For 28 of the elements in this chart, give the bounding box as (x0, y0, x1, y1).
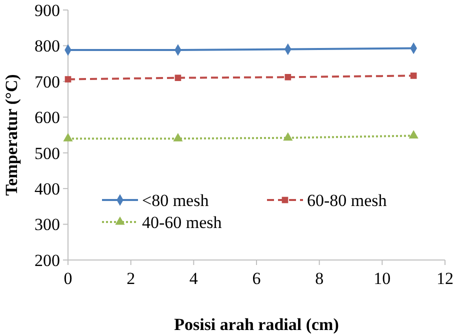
point (408, 130, 418, 138)
x-tick-label: 2 (126, 269, 136, 288)
y-tick-label: 300 (34, 215, 60, 234)
x-axis-title: Posisi arah radial (cm) (174, 315, 339, 334)
y-tick-label: 600 (34, 108, 60, 128)
point (284, 74, 292, 80)
y-tick-label: 500 (34, 144, 60, 163)
y-tick-label: 900 (34, 0, 60, 20)
y-tick-label: 800 (34, 36, 60, 56)
point (410, 72, 417, 79)
y-tick-label: 400 (34, 180, 60, 199)
point (64, 76, 72, 82)
x-tick-label: 10 (374, 269, 391, 288)
legend-label: <80 mesh (142, 190, 210, 210)
point (173, 133, 183, 142)
point (63, 133, 73, 142)
y-tick-label: 700 (34, 72, 60, 92)
y-tick-label: 200 (34, 250, 60, 270)
x-tick-label: 12 (436, 269, 454, 288)
x-tick-label: 4 (189, 269, 198, 288)
legend-label: 40-60 mesh (142, 212, 222, 232)
legend-label: 60-80 mesh (307, 190, 388, 210)
x-tick-label: 0 (64, 269, 72, 288)
point (283, 132, 293, 141)
y-axis-title: Temperatur (°C) (2, 74, 21, 196)
x-tick-label: 6 (252, 269, 261, 288)
x-tick-label: 8 (315, 269, 324, 288)
point (174, 74, 182, 82)
